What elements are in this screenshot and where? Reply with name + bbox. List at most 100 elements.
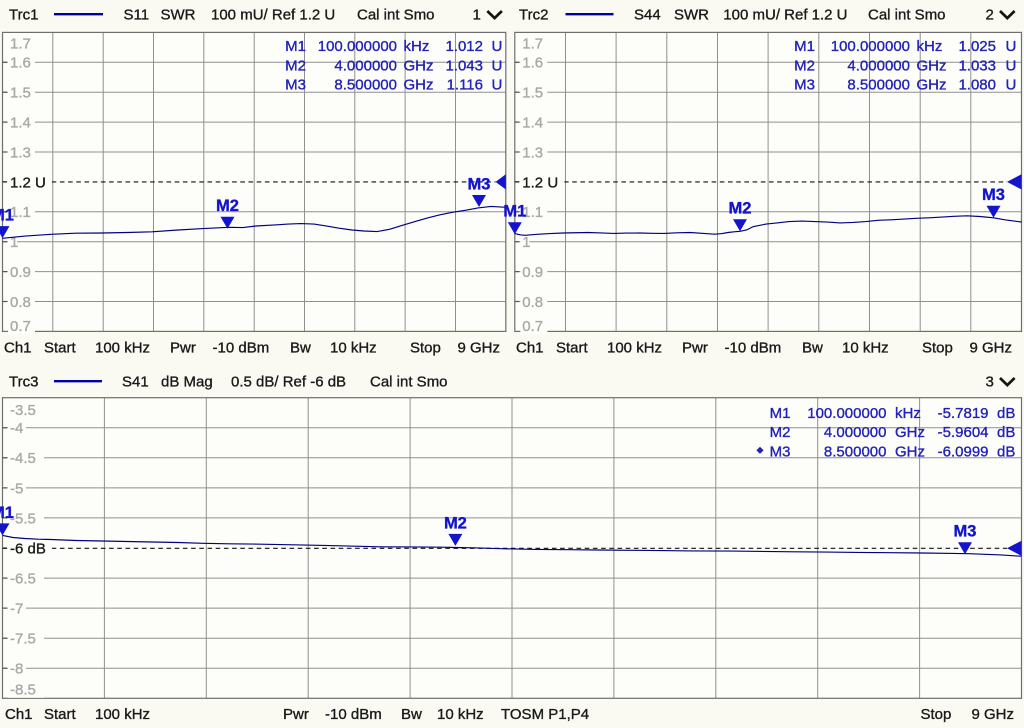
svg-text:dB: dB — [997, 444, 1015, 461]
svg-text:M2: M2 — [444, 514, 467, 532]
svg-text:Bw: Bw — [802, 340, 823, 357]
svg-text:M1: M1 — [0, 504, 14, 522]
svg-text:Trc2: Trc2 — [519, 7, 548, 24]
svg-text:1.7: 1.7 — [522, 35, 543, 52]
svg-text:-7.5: -7.5 — [10, 631, 36, 648]
svg-text:1.7: 1.7 — [10, 35, 31, 52]
svg-text:1.043: 1.043 — [445, 57, 483, 74]
svg-text:kHz: kHz — [917, 38, 943, 55]
svg-text:-5.5: -5.5 — [10, 510, 36, 527]
svg-text:Pwr: Pwr — [283, 706, 309, 723]
svg-text:M3: M3 — [982, 186, 1005, 204]
svg-text:1.116: 1.116 — [447, 77, 483, 94]
svg-text:0.7: 0.7 — [522, 318, 543, 335]
svg-text:GHz: GHz — [895, 444, 925, 461]
svg-text:-3.5: -3.5 — [10, 402, 36, 419]
svg-text:1.5: 1.5 — [10, 85, 31, 102]
svg-text:100 kHz: 100 kHz — [95, 706, 150, 723]
svg-text:GHz: GHz — [895, 424, 925, 441]
svg-text:4.000000: 4.000000 — [847, 57, 910, 74]
svg-text:dB Mag: dB Mag — [161, 374, 213, 391]
svg-text:M2: M2 — [729, 200, 752, 218]
svg-text:SWR: SWR — [674, 7, 709, 24]
svg-text:GHz: GHz — [917, 77, 947, 94]
svg-text:-6 dB: -6 dB — [10, 540, 46, 557]
svg-text:M2: M2 — [770, 424, 791, 441]
svg-text:-6.0999: -6.0999 — [938, 444, 989, 461]
svg-text:0.8: 0.8 — [522, 294, 543, 311]
svg-text:9 GHz: 9 GHz — [458, 340, 501, 357]
svg-text:-10 dBm: -10 dBm — [725, 340, 782, 357]
svg-text:1.5: 1.5 — [522, 85, 543, 102]
svg-text:GHz: GHz — [917, 57, 947, 74]
svg-text:-10 dBm: -10 dBm — [213, 340, 270, 357]
svg-text:9 GHz: 9 GHz — [972, 706, 1015, 723]
svg-text:10 kHz: 10 kHz — [330, 340, 377, 357]
svg-text:Ch1: Ch1 — [516, 340, 544, 357]
svg-text:M1: M1 — [285, 38, 306, 55]
svg-text:1.4: 1.4 — [522, 115, 543, 132]
svg-text:1: 1 — [522, 234, 530, 251]
svg-text:1.6: 1.6 — [10, 55, 31, 72]
svg-text:-5.9604: -5.9604 — [938, 424, 989, 441]
svg-text:GHz: GHz — [404, 77, 434, 94]
svg-text:100 kHz: 100 kHz — [607, 340, 662, 357]
svg-text:Stop: Stop — [921, 706, 952, 723]
svg-text:-6.5: -6.5 — [10, 570, 36, 587]
svg-text:8.500000: 8.500000 — [847, 77, 910, 94]
svg-text:-5.7819: -5.7819 — [938, 405, 989, 422]
svg-text:1.3: 1.3 — [522, 144, 543, 161]
svg-text:M2: M2 — [285, 57, 306, 74]
svg-text:10 kHz: 10 kHz — [437, 706, 484, 723]
svg-text:8.500000: 8.500000 — [824, 444, 887, 461]
svg-text:Cal int Smo: Cal int Smo — [370, 374, 448, 391]
svg-text:-4: -4 — [10, 420, 23, 437]
svg-text:M3: M3 — [468, 175, 491, 193]
svg-text:Cal int Smo: Cal int Smo — [868, 7, 946, 24]
svg-text:Start: Start — [44, 706, 77, 723]
svg-text:8.500000: 8.500000 — [334, 77, 397, 94]
svg-text:-4.5: -4.5 — [10, 450, 36, 467]
svg-text:Trc1: Trc1 — [9, 7, 38, 24]
svg-text:4.000000: 4.000000 — [824, 424, 887, 441]
svg-text:Start: Start — [44, 340, 77, 357]
svg-text:0.9: 0.9 — [10, 264, 31, 281]
svg-text:kHz: kHz — [404, 38, 430, 55]
svg-text:1.033: 1.033 — [958, 57, 996, 74]
svg-text:M2: M2 — [216, 197, 239, 215]
svg-text:U: U — [1006, 38, 1017, 55]
svg-text:2: 2 — [986, 7, 994, 24]
svg-text:1.4: 1.4 — [10, 115, 31, 132]
svg-text:1.1: 1.1 — [10, 204, 31, 221]
svg-text:0.5 dB/ Ref -6 dB: 0.5 dB/ Ref -6 dB — [231, 374, 346, 391]
svg-text:100.000000: 100.000000 — [831, 38, 910, 55]
svg-text:M2: M2 — [794, 57, 815, 74]
svg-text:TOSM P1,P4: TOSM P1,P4 — [501, 706, 589, 723]
svg-text:1.2 U: 1.2 U — [522, 174, 558, 191]
svg-text:U: U — [1006, 77, 1017, 94]
svg-text:Pwr: Pwr — [682, 340, 708, 357]
svg-text:1: 1 — [473, 7, 481, 24]
svg-text:100 mU/ Ref 1.2 U: 100 mU/ Ref 1.2 U — [723, 7, 847, 24]
svg-text:M3: M3 — [285, 77, 306, 94]
svg-text:Stop: Stop — [922, 340, 953, 357]
svg-text:100.000000: 100.000000 — [807, 405, 886, 422]
svg-text:M3: M3 — [954, 523, 977, 541]
svg-text:dB: dB — [997, 405, 1015, 422]
svg-text:-8: -8 — [10, 661, 23, 678]
svg-text:Ch1: Ch1 — [4, 340, 32, 357]
svg-text:10 kHz: 10 kHz — [842, 340, 889, 357]
svg-text:1.012: 1.012 — [445, 38, 483, 55]
svg-text:M1: M1 — [794, 38, 815, 55]
svg-text:1.025: 1.025 — [958, 38, 996, 55]
svg-text:U: U — [1006, 57, 1017, 74]
svg-text:-8.5: -8.5 — [10, 682, 36, 699]
svg-text:S11: S11 — [124, 7, 150, 24]
svg-text:0.7: 0.7 — [10, 318, 31, 335]
svg-text:U: U — [492, 38, 503, 55]
svg-text:-5: -5 — [10, 480, 23, 497]
svg-text:Pwr: Pwr — [170, 340, 196, 357]
svg-text:Trc3: Trc3 — [9, 374, 38, 391]
svg-text:M1: M1 — [770, 405, 791, 422]
svg-text:dB: dB — [997, 424, 1015, 441]
